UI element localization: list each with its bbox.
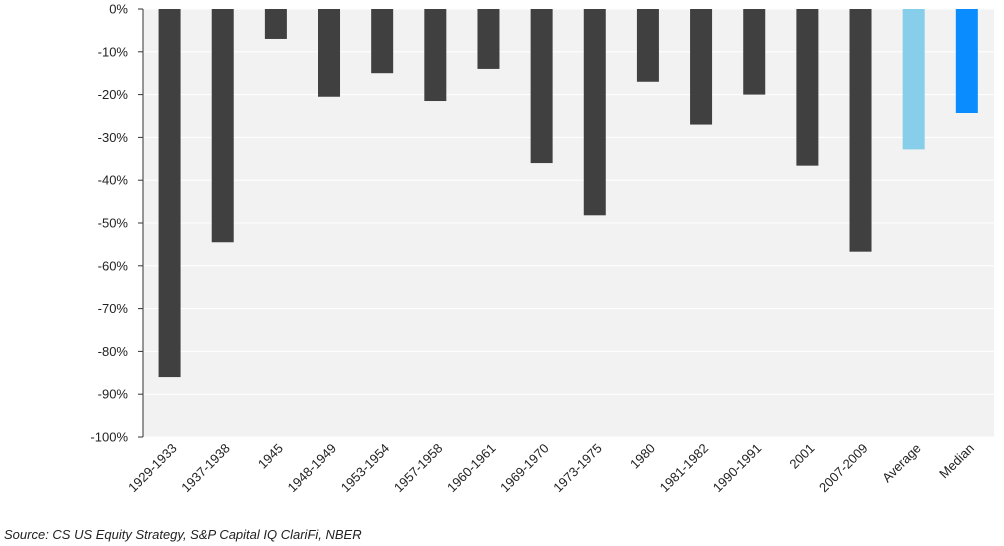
x-tick-label: 1973-1975 — [550, 441, 605, 496]
bar-1981-1982 — [690, 9, 713, 125]
bar-2001 — [796, 9, 819, 166]
source-note: Source: CS US Equity Strategy, S&P Capit… — [4, 527, 362, 542]
x-tick-label: 1969-1970 — [497, 441, 552, 496]
y-tick-label: -60% — [98, 258, 129, 273]
x-tick-label: 1948-1949 — [285, 441, 340, 496]
y-tick-label: -10% — [98, 44, 129, 59]
x-tick-label: 1960-1961 — [444, 441, 499, 496]
x-tick-label: 1990-1991 — [710, 441, 765, 496]
bar-1980 — [636, 9, 659, 82]
y-tick-label: -80% — [98, 344, 129, 359]
y-tick-label: 0% — [109, 2, 128, 17]
y-tick-label: -90% — [98, 387, 129, 402]
x-tick-label: 2007-2009 — [816, 441, 871, 496]
bar-1957-1958 — [424, 9, 447, 102]
bar-chart: 0% -10% -20% -30% -40% -50% -60% -70% -80% -90% -1… — [90, 2, 994, 496]
bar-1945 — [264, 9, 287, 39]
bar-2007-2009 — [849, 9, 872, 252]
y-tick-label: -40% — [98, 173, 129, 188]
x-tick-label: Average — [879, 441, 924, 486]
gridlines — [143, 8, 994, 438]
bar-1960-1961 — [477, 9, 500, 69]
bars — [158, 9, 978, 378]
y-axis-tick-labels: 0% -10% -20% -30% -40% -50% -60% -70% -80% -90% -1… — [90, 2, 143, 445]
x-tick-label: 1929-1933 — [125, 441, 180, 496]
bar-1937-1938 — [211, 9, 234, 243]
bar-1929-1933 — [158, 9, 181, 378]
x-tick-label: 1980 — [627, 441, 658, 472]
x-tick-label: 1937-1938 — [178, 441, 233, 496]
y-tick-label: -50% — [98, 216, 129, 231]
x-tick-label: Median — [936, 441, 977, 482]
bar-1973-1975 — [583, 9, 606, 216]
bar-1969-1970 — [530, 9, 553, 164]
x-tick-label: 1981-1982 — [657, 441, 712, 496]
y-tick-label: -30% — [98, 130, 129, 145]
bar-1953-1954 — [371, 9, 394, 74]
y-tick-label: -100% — [90, 430, 128, 445]
x-tick-label: 2001 — [786, 441, 817, 472]
x-tick-label: 1957-1958 — [391, 441, 446, 496]
y-tick-label: -70% — [98, 301, 129, 316]
bar-median — [955, 9, 978, 113]
x-tick-label: 1953-1954 — [338, 441, 393, 496]
bar-1948-1949 — [318, 9, 341, 97]
x-tick-label: 1945 — [255, 441, 286, 472]
y-tick-label: -20% — [98, 87, 129, 102]
bar-1990-1991 — [743, 9, 766, 95]
bar-average — [902, 9, 925, 150]
